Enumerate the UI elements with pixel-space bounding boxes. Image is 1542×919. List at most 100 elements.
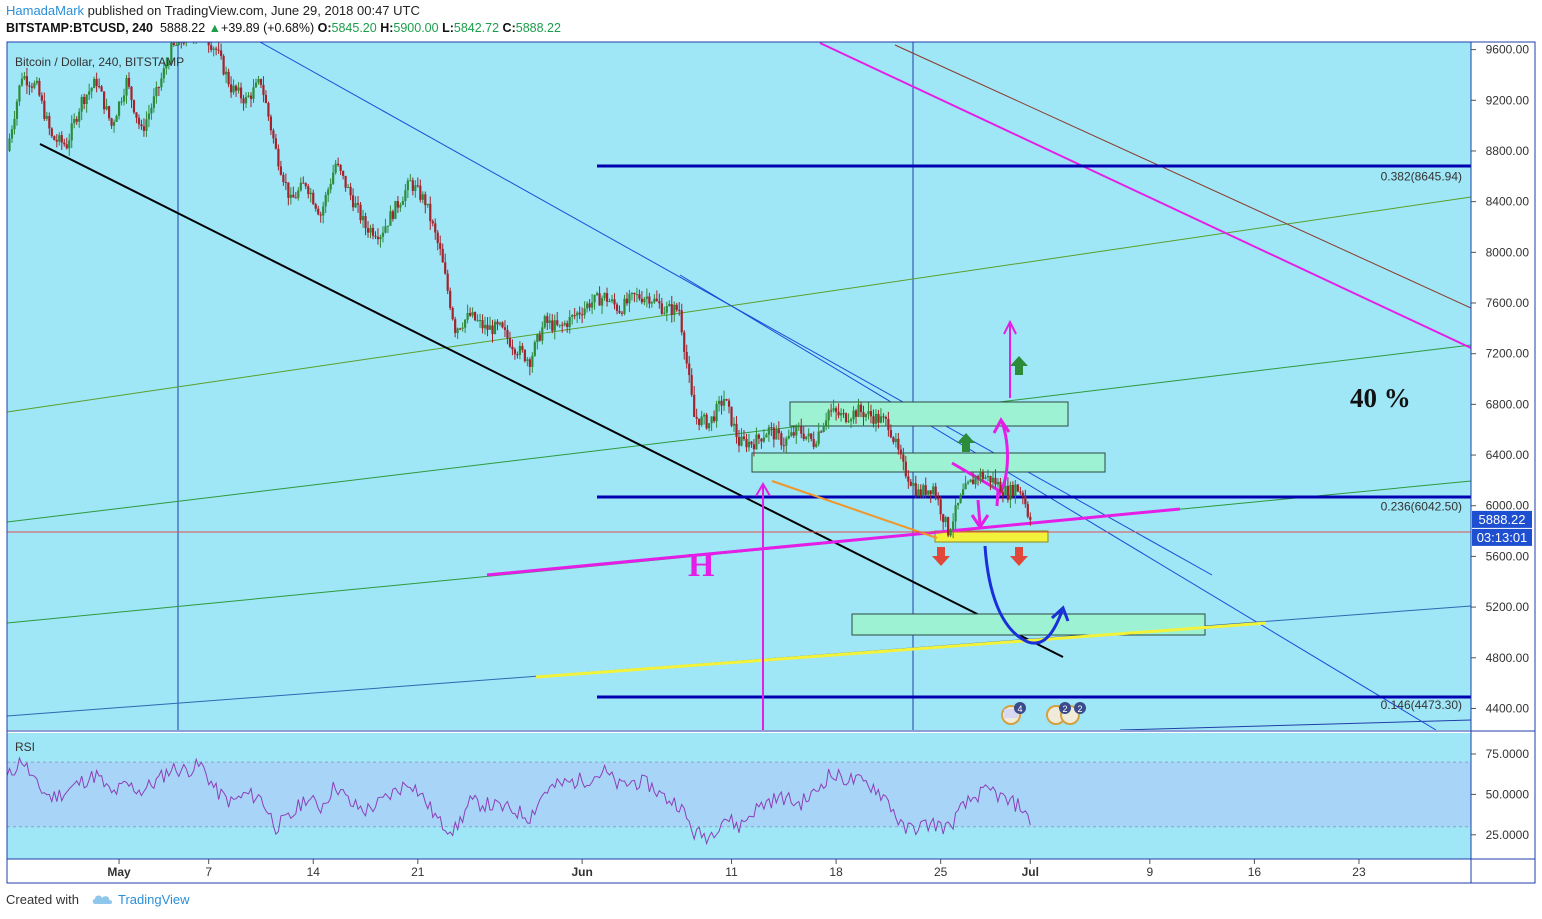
candle-body bbox=[989, 475, 992, 483]
candle-body bbox=[152, 96, 155, 108]
candle-body bbox=[556, 320, 559, 325]
candle-body bbox=[229, 84, 233, 93]
fib-label-0382: 0.382(8645.94) bbox=[1381, 169, 1462, 183]
candle-body bbox=[434, 223, 437, 233]
candle-body bbox=[441, 248, 444, 263]
symbol-label: BITSTAMP:BTCUSD, 240 bbox=[6, 21, 154, 35]
candles-layer bbox=[8, 31, 1032, 539]
candle-body bbox=[347, 186, 350, 188]
tradingview-logo[interactable]: TradingView bbox=[91, 892, 190, 907]
tradingview-brand[interactable]: TradingView bbox=[118, 892, 190, 907]
blue-trendline-2 bbox=[679, 274, 1437, 730]
candle-body bbox=[730, 406, 733, 426]
candle-body bbox=[737, 437, 741, 446]
candle-body bbox=[516, 354, 519, 356]
candle-body bbox=[807, 433, 810, 437]
candle-body bbox=[264, 95, 268, 103]
candle-body bbox=[528, 359, 531, 367]
candle-body bbox=[695, 416, 698, 419]
rsi-line bbox=[7, 756, 1031, 846]
candle-body bbox=[548, 320, 551, 323]
candle-body bbox=[1016, 484, 1019, 492]
event-count-1: 4 bbox=[1017, 704, 1022, 714]
candle-body bbox=[277, 148, 280, 167]
candle-body bbox=[999, 481, 1002, 493]
candle-body bbox=[389, 211, 392, 226]
candle-body bbox=[454, 319, 457, 333]
candle-body bbox=[257, 79, 260, 83]
candle-body bbox=[190, 31, 192, 36]
time-tick-label: 18 bbox=[829, 865, 843, 879]
candle-body bbox=[207, 42, 210, 46]
candle-body bbox=[511, 346, 514, 350]
candle-body bbox=[937, 497, 940, 500]
candle-body bbox=[491, 325, 494, 334]
candle-body bbox=[339, 165, 342, 172]
candle-body bbox=[673, 304, 676, 315]
candle-body bbox=[832, 408, 835, 411]
candle-body bbox=[643, 298, 646, 303]
candle-body bbox=[625, 298, 629, 304]
price-axis[interactable]: 9600.00 9200.00 8800.00 8400.00 8000.00 7600.… bbox=[1471, 43, 1529, 716]
candle-body bbox=[212, 48, 215, 50]
candle-body bbox=[795, 426, 798, 436]
candle-body bbox=[742, 436, 746, 440]
candle-body bbox=[563, 323, 566, 326]
candle-body bbox=[68, 140, 71, 149]
candle-body bbox=[83, 96, 86, 104]
candle-body bbox=[137, 117, 141, 125]
author-link[interactable]: HamadaMark bbox=[6, 3, 85, 18]
candle-body bbox=[371, 227, 375, 236]
candle-body bbox=[459, 328, 462, 330]
candle-body bbox=[770, 427, 773, 429]
candle-body bbox=[877, 413, 880, 423]
candle-body bbox=[991, 477, 995, 483]
candle-body bbox=[431, 221, 434, 224]
candle-body bbox=[904, 461, 907, 477]
candle-body bbox=[558, 324, 561, 326]
candle-body bbox=[464, 319, 467, 328]
candle-body bbox=[887, 418, 890, 431]
yellow-support bbox=[535, 621, 1267, 679]
candle-body bbox=[762, 437, 765, 442]
price-tick-label: 8000.00 bbox=[1486, 245, 1530, 259]
candle-body bbox=[506, 329, 509, 339]
candle-body bbox=[182, 42, 185, 44]
candle-body bbox=[698, 418, 701, 426]
ohlc-legend: BITSTAMP:BTCUSD, 240 5888.22 ▲+39.89 (+0… bbox=[6, 21, 561, 35]
candle-body bbox=[690, 375, 693, 395]
price-tick-label: 7200.00 bbox=[1486, 347, 1530, 361]
candle-body bbox=[142, 126, 146, 131]
candle-body bbox=[272, 130, 275, 139]
economic-event-icon-2[interactable]: 2 2 bbox=[1046, 702, 1086, 725]
candle-body bbox=[892, 437, 895, 443]
candle-body bbox=[765, 434, 768, 438]
candle-body bbox=[98, 86, 101, 88]
candle-body bbox=[429, 203, 432, 222]
candle-body bbox=[872, 416, 875, 424]
economic-event-icon-1[interactable]: 4 bbox=[1001, 702, 1026, 725]
candle-body bbox=[767, 427, 770, 435]
created-with-text: Created with bbox=[6, 892, 79, 907]
candle-body bbox=[613, 299, 616, 305]
candle-body bbox=[688, 363, 691, 376]
price-tick-label: 9200.00 bbox=[1486, 93, 1530, 107]
candle-body bbox=[600, 298, 604, 306]
candle-body bbox=[478, 320, 482, 322]
candle-body bbox=[122, 95, 126, 102]
percent-annotation: 40 % bbox=[1350, 383, 1411, 413]
time-axis[interactable]: May 7 14 21 Jun 11 18 25 Jul 9 16 23 bbox=[107, 859, 1366, 879]
candle-body bbox=[88, 91, 91, 95]
candle-body bbox=[800, 426, 803, 434]
candle-body bbox=[815, 443, 818, 447]
time-tick-label: 7 bbox=[205, 865, 212, 879]
candle-body bbox=[859, 404, 863, 413]
candle-body bbox=[822, 425, 825, 433]
candle-body bbox=[237, 87, 240, 91]
candle-body bbox=[874, 413, 878, 424]
candle-body bbox=[292, 194, 295, 198]
candle-body bbox=[628, 294, 631, 304]
candle-body bbox=[488, 325, 492, 330]
candle-body bbox=[85, 94, 88, 104]
